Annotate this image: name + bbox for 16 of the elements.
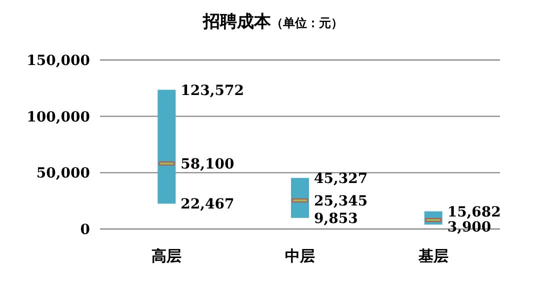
y-tick-label: 0 (80, 222, 90, 238)
annotation: 22,467 (180, 196, 234, 213)
annotation: 45,327 (314, 170, 368, 187)
y-tick-label: 150,000 (26, 53, 90, 69)
annotation: 15,682 (447, 204, 501, 220)
x-tick-label: 中层 (285, 247, 315, 265)
x-tick-label: 高层 (152, 247, 182, 265)
annotation: 3,900 (447, 219, 492, 236)
annotation: 123,572 (180, 82, 244, 99)
y-tick-label: 100,000 (26, 109, 90, 126)
annotation: 9,853 (314, 210, 358, 227)
annotation: 25,345 (314, 193, 368, 210)
title: 招聘成本（单位：元） (203, 12, 343, 32)
x-tick-label: 基层 (417, 247, 448, 265)
y-tick-label: 50,000 (36, 166, 90, 182)
annotation: 58,100 (180, 156, 235, 173)
